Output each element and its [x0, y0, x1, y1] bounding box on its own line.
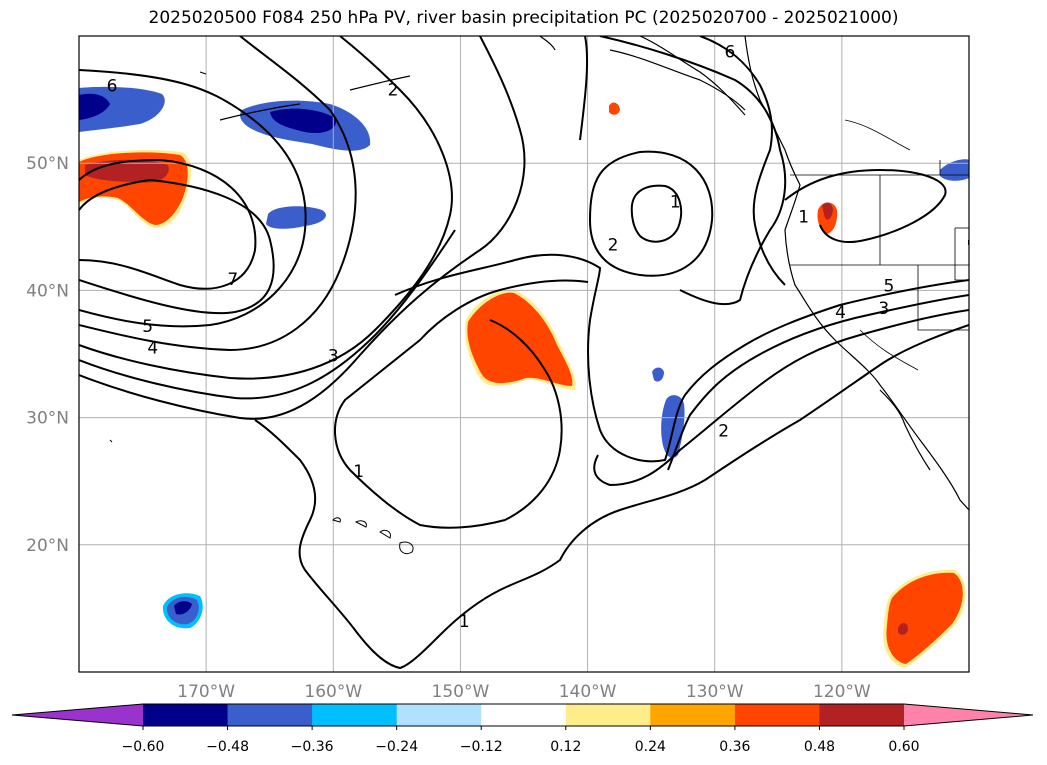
contour-label: 4	[147, 339, 158, 359]
colorbar-swatch	[312, 704, 398, 726]
lat-tick-label: 20°N	[26, 536, 69, 556]
colorbar-tick-label: −0.12	[460, 739, 503, 755]
colorbar-tick-label: 0.48	[804, 739, 835, 755]
colorbar-swatch	[396, 704, 482, 726]
lat-tick-label: 50°N	[26, 154, 69, 174]
contour-label: 3	[878, 299, 889, 319]
lon-tick-label: 170°W	[177, 682, 235, 702]
contour-label: 1	[353, 462, 364, 482]
contour-label: 2	[388, 80, 399, 100]
colorbar: −0.60 −0.48 −0.36 −0.24 −0.12 0.12 0.24 0.36 0.4…	[11, 703, 1034, 755]
state-borders	[790, 119, 969, 371]
colorbar-tick-label: −0.36	[291, 739, 334, 755]
lon-tick-label: 150°W	[432, 682, 490, 702]
contour-label: 5	[142, 317, 153, 337]
colorbar-swatch	[734, 704, 820, 726]
colorbar-swatch	[227, 704, 313, 726]
lon-tick-label: 130°W	[686, 682, 744, 702]
lon-tick-label: 140°W	[559, 682, 617, 702]
contour-label: 7	[227, 270, 238, 290]
pv-contours	[79, 36, 969, 670]
contour-label: 1	[670, 192, 681, 212]
lat-tick-label: 30°N	[26, 409, 69, 429]
contour-label: 6	[107, 77, 118, 97]
colorbar-tick-label: −0.60	[122, 739, 165, 755]
colorbar-swatch	[650, 704, 736, 726]
colorbar-swatch	[565, 704, 651, 726]
contour-label: 1	[459, 612, 470, 632]
map-frame	[78, 35, 970, 673]
lat-tick-label: 40°N	[26, 281, 69, 301]
contour-label: 4	[835, 303, 846, 323]
lon-tick-label: 120°W	[813, 682, 871, 702]
colorbar-extend-min	[12, 704, 143, 726]
colorbar-swatch	[481, 704, 567, 726]
islands	[109, 71, 414, 555]
colorbar-tick-label: 0.12	[550, 739, 581, 755]
contour-label: 5	[883, 276, 894, 296]
contour-label: 2	[718, 421, 729, 441]
colorbar-tick-label: 0.60	[888, 739, 919, 755]
colorbar-tick-label: −0.48	[206, 739, 249, 755]
map-gridlines	[79, 36, 969, 672]
colorbar-extend-max	[904, 704, 1033, 726]
colorbar-tick-label: 0.36	[719, 739, 750, 755]
colorbar-swatch	[143, 704, 229, 726]
contour-label: 3	[328, 346, 339, 366]
contour-label: 1	[798, 208, 809, 228]
lon-tick-label: 160°W	[304, 682, 362, 702]
contour-label: 6	[725, 42, 736, 62]
colorbar-tick-label: −0.24	[375, 739, 418, 755]
longitude-labels: 170°W 160°W 150°W 140°W 130°W 120°W	[177, 682, 871, 702]
colorbar-swatch	[819, 704, 905, 726]
colorbar-tick-label: 0.24	[635, 739, 666, 755]
latitude-labels: 50°N 40°N 30°N 20°N	[26, 154, 69, 556]
map-title: 2025020500 F084 250 hPa PV, river basin …	[148, 8, 899, 28]
contour-label: 2	[608, 236, 619, 256]
